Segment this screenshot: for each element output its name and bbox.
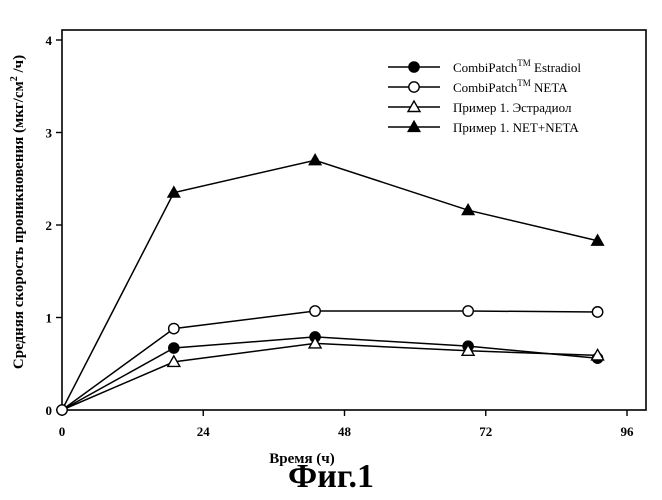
x-tick-label: 72 <box>479 424 492 439</box>
data-point <box>310 306 320 316</box>
series-line <box>62 337 598 410</box>
data-point <box>169 323 179 333</box>
series-line <box>62 311 598 410</box>
figure-caption: Фиг.1 <box>0 458 662 496</box>
legend-marker <box>409 82 419 92</box>
legend-marker <box>408 101 420 112</box>
legend: CombiPatchTM Estradiol CombiPatchTM NETA П… <box>388 58 581 135</box>
legend-label: Пример 1. Эстрадиол <box>453 100 572 115</box>
origin-point <box>57 405 67 415</box>
series-line <box>62 160 598 410</box>
legend-label: CombiPatchTM Estradiol <box>453 58 581 75</box>
data-point <box>309 154 321 165</box>
legend-label: CombiPatchTM NETA <box>453 78 568 95</box>
y-tick-label: 0 <box>46 403 53 418</box>
series-combipatch-neta <box>62 306 603 410</box>
x-tick-label: 24 <box>197 424 211 439</box>
legend-marker <box>408 121 420 132</box>
data-point <box>592 307 602 317</box>
data-point <box>169 343 179 353</box>
legend-label: Пример 1. NET+NETA <box>453 120 579 135</box>
legend-marker <box>409 62 419 72</box>
x-tick-label: 96 <box>621 424 635 439</box>
y-tick-label: 1 <box>46 311 53 326</box>
series-line <box>62 343 598 410</box>
data-point <box>463 306 473 316</box>
series-example1-net-neta <box>62 154 604 410</box>
x-tick-label: 0 <box>59 424 66 439</box>
y-tick-label: 4 <box>46 33 53 48</box>
y-tick-label: 2 <box>46 218 53 233</box>
series-example1-estradiol <box>62 337 604 410</box>
y-axis-label: Средняя скорость проникновения (мкг/см2 … <box>9 55 27 369</box>
x-tick-label: 48 <box>338 424 352 439</box>
series-combipatch-estradiol <box>62 332 603 410</box>
y-tick-label: 3 <box>46 126 53 141</box>
